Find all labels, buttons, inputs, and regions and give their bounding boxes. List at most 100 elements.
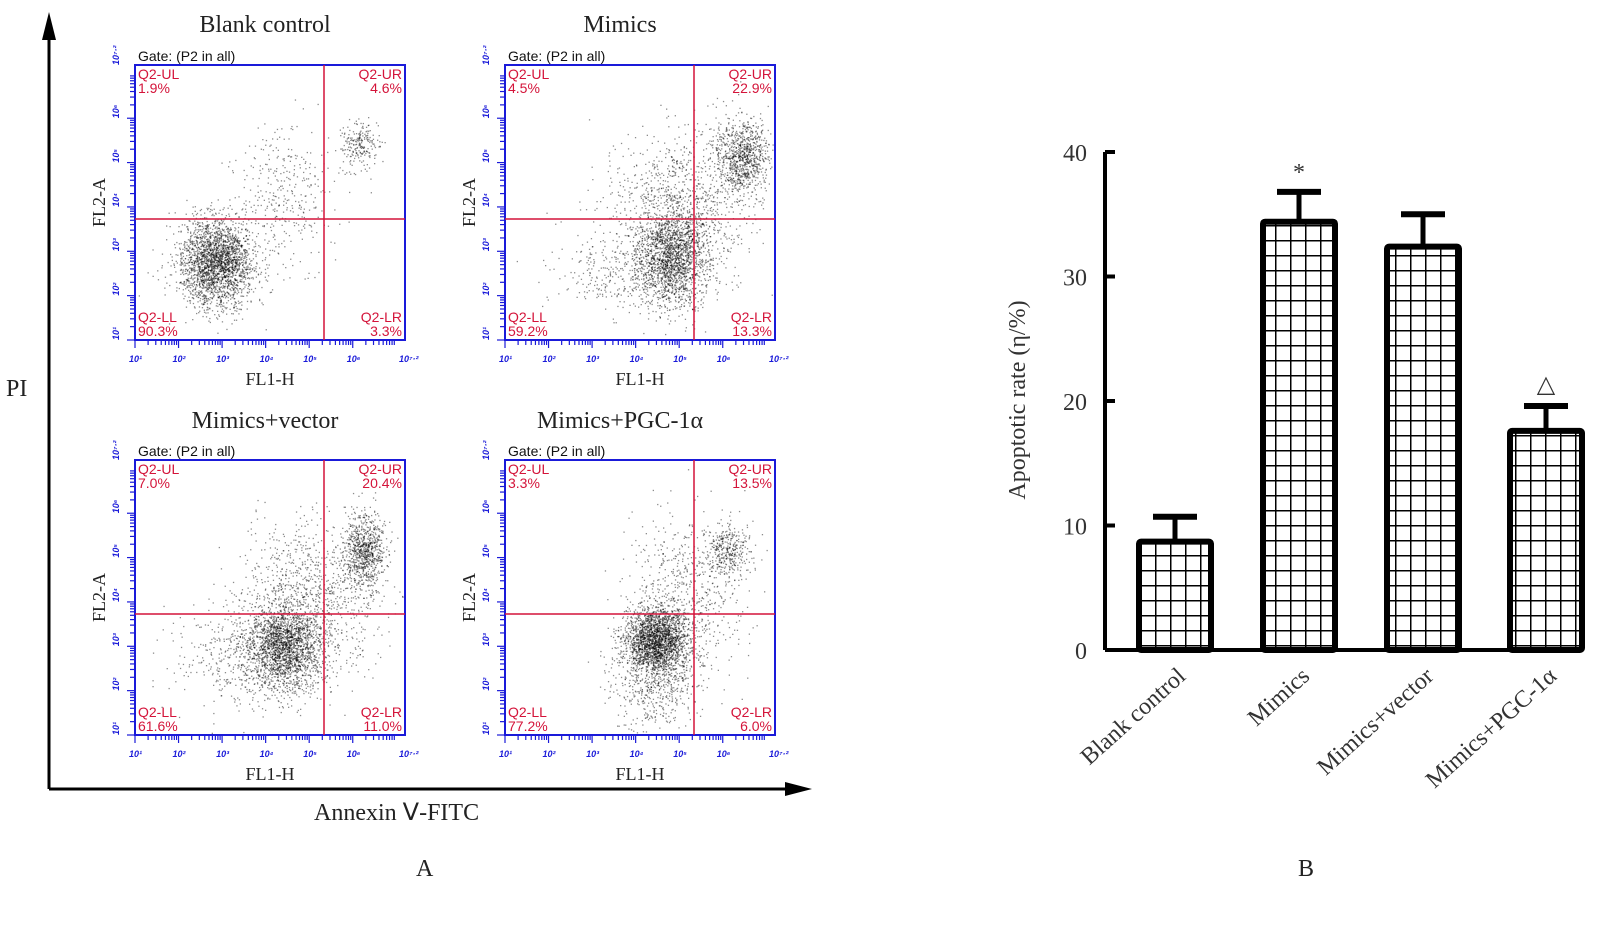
x-tick-label: 10¹ [499, 354, 512, 364]
x-tick-label: 10⁵ [673, 354, 687, 364]
x-tick-label: 10³ [216, 749, 230, 759]
plot-frame [134, 459, 406, 736]
x-tick-label: 10⁷·² [399, 354, 419, 364]
y-tick-label: 10⁵ [481, 149, 491, 163]
scatter-dots [516, 81, 774, 336]
y-tick-label: 10³ [111, 237, 121, 251]
y-tick-label: 10⁵ [111, 149, 121, 163]
y-tick-label: 10¹ [111, 722, 121, 735]
y-axis-label: FL2-A [89, 178, 109, 227]
y-axis-label: FL2-A [89, 573, 109, 622]
x-tick-label: 10⁶ [347, 749, 361, 759]
quadrant-lr-value: 11.0% [363, 718, 402, 734]
quadrant-ll-value: 77.2% [508, 718, 548, 734]
scatter-dots [587, 469, 768, 734]
y-tick-label: 10⁷·² [111, 45, 121, 65]
y-tick-label: 10⁷·² [111, 440, 121, 460]
quadrant-ll-value: 59.2% [508, 323, 548, 339]
x-tick-label: 10⁷·² [769, 749, 789, 759]
bar [1136, 538, 1214, 653]
y-tick-label: 10⁷·² [481, 45, 491, 65]
y-tick-label: 10⁴ [111, 193, 121, 207]
quadrant-ll-name: Q2-LL [508, 309, 547, 325]
quadrant-ul-value: 4.5% [508, 80, 540, 96]
x-tick-label: 10¹ [129, 749, 142, 759]
y-tick-label: 10² [111, 677, 121, 691]
plot-frame [134, 64, 406, 341]
x-tick-label: 10³ [216, 354, 230, 364]
quadrant-ul-value: 3.3% [508, 475, 540, 491]
quadrant-ur-name: Q2-UR [358, 66, 402, 82]
bar [1507, 427, 1585, 653]
y-tick-label: 10² [481, 677, 491, 691]
quadrant-ur-value: 22.9% [732, 80, 772, 96]
quadrant-ll-value: 61.6% [138, 718, 178, 734]
panel-a-label: A [416, 856, 434, 882]
x-axis-label: FL1-H [616, 764, 665, 784]
y-tick-label: 10⁶ [111, 499, 121, 513]
quadrant-ur-value: 4.6% [370, 80, 402, 96]
y-tick-label: 10⁶ [481, 104, 491, 118]
x-category-label: Mimics+PGC-1α [1421, 663, 1562, 794]
gate-label: Gate: (P2 in all) [138, 443, 235, 459]
quadrant-ul-name: Q2-UL [508, 66, 549, 82]
gate-label: Gate: (P2 in all) [138, 48, 235, 64]
y-tick-label: 10⁷·² [481, 440, 491, 460]
flow-cytometry-plot: 10¹ 10¹ 10² 10² 10³ 10³ 10⁴ 10⁴ 10⁵ 10⁵ 10⁶ 10⁶ 10⁷·… [459, 45, 789, 389]
quadrant-lr-value: 13.3% [732, 323, 772, 339]
x-tick-label: 10⁴ [630, 354, 644, 364]
x-tick-label: 10⁶ [717, 354, 731, 364]
y-tick-label: 10⁵ [481, 544, 491, 558]
x-tick-label: 10⁵ [673, 749, 687, 759]
flow-plot-title: Mimics+PGC-1α [536, 408, 704, 434]
x-category-label: Mimics+vector [1312, 663, 1439, 781]
y-tick-label: 10⁴ [481, 193, 491, 207]
y-tick-label: 40 [1063, 141, 1087, 167]
quadrant-ul-name: Q2-UL [508, 461, 549, 477]
quadrant-ll-name: Q2-LL [138, 704, 177, 720]
axis-ticks [497, 75, 765, 348]
x-tick-label: 10¹ [129, 354, 142, 364]
x-category-label: Mimics [1243, 663, 1315, 731]
quadrant-lr-name: Q2-LR [361, 309, 402, 325]
quadrant-ul-name: Q2-UL [138, 461, 179, 477]
y-axis-label: FL2-A [459, 178, 479, 227]
x-axis-label: FL1-H [246, 764, 295, 784]
quadrant-lr-name: Q2-LR [731, 309, 772, 325]
quadrant-ur-name: Q2-UR [728, 66, 772, 82]
flow-plot-title: Mimics [583, 12, 657, 38]
x-category-label: Blank control [1076, 663, 1191, 770]
flow-cytometry-plot: 10¹ 10¹ 10² 10² 10³ 10³ 10⁴ 10⁴ 10⁵ 10⁵ 10⁶ 10⁶ 10⁷·… [89, 45, 419, 389]
quadrant-ul-value: 1.9% [138, 80, 170, 96]
quadrant-ur-value: 13.5% [732, 475, 772, 491]
y-tick-label: 30 [1063, 266, 1087, 292]
plot-frame [504, 459, 776, 736]
pi-axis-label: PI [6, 376, 28, 402]
axis-ticks [497, 470, 765, 743]
x-tick-label: 10⁵ [303, 354, 317, 364]
quadrant-lr-value: 3.3% [370, 323, 402, 339]
y-tick-label: 10² [111, 282, 121, 296]
flow-cytometry-plot: 10¹ 10¹ 10² 10² 10³ 10³ 10⁴ 10⁴ 10⁵ 10⁵ 10⁶ 10⁶ 10⁷·… [89, 440, 419, 784]
flow-plot-title: Blank control [199, 12, 331, 38]
plot-frame [504, 64, 776, 341]
bar [1260, 218, 1338, 653]
x-tick-label: 10⁶ [347, 354, 361, 364]
quadrant-ur-name: Q2-UR [728, 461, 772, 477]
x-tick-label: 10⁷·² [769, 354, 789, 364]
y-tick-label: 10³ [481, 632, 491, 646]
quadrant-ur-name: Q2-UR [358, 461, 402, 477]
y-tick-label: 10⁴ [111, 588, 121, 602]
quadrant-lr-name: Q2-LR [731, 704, 772, 720]
quadrant-ul-value: 7.0% [138, 475, 170, 491]
gate-label: Gate: (P2 in all) [508, 48, 605, 64]
quadrant-ul-name: Q2-UL [138, 66, 179, 82]
x-tick-label: 10⁴ [630, 749, 644, 759]
y-tick-label: 10² [481, 282, 491, 296]
scatter-dots [152, 492, 404, 734]
x-tick-label: 10³ [586, 354, 600, 364]
pi-axis-arrow-icon [42, 12, 56, 40]
y-tick-label: 10⁶ [111, 104, 121, 118]
x-tick-label: 10⁴ [260, 749, 274, 759]
